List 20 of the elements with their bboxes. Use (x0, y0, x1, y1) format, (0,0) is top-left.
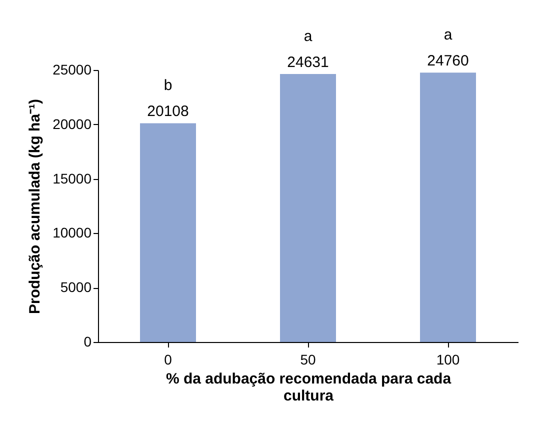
y-tick-label: 20000 (52, 116, 92, 132)
y-tick-label: 25000 (52, 62, 92, 78)
data-label: 24760 (427, 52, 469, 70)
y-tick-label: 5000 (60, 279, 92, 296)
y-tick-label: 0 (84, 334, 92, 350)
data-label: 24631 (287, 54, 329, 72)
y-tick-label: 10000 (52, 224, 92, 241)
x-tick-label: 100 (436, 352, 460, 368)
bar (140, 123, 196, 342)
bar (280, 74, 336, 342)
y-tick-label: 15000 (52, 170, 92, 186)
annotation: a (304, 28, 313, 46)
data-label: 20108 (147, 103, 189, 120)
x-tick-label: 0 (164, 352, 172, 368)
y-axis-title: Produção acumulada (kg ha⁻¹) (26, 98, 44, 314)
annotation: b (164, 77, 172, 94)
x-tick-label: 50 (300, 352, 316, 368)
annotation: a (444, 26, 453, 44)
bar (420, 72, 476, 342)
x-axis-title: % da adubação recomendada para cada cultura (166, 370, 452, 404)
